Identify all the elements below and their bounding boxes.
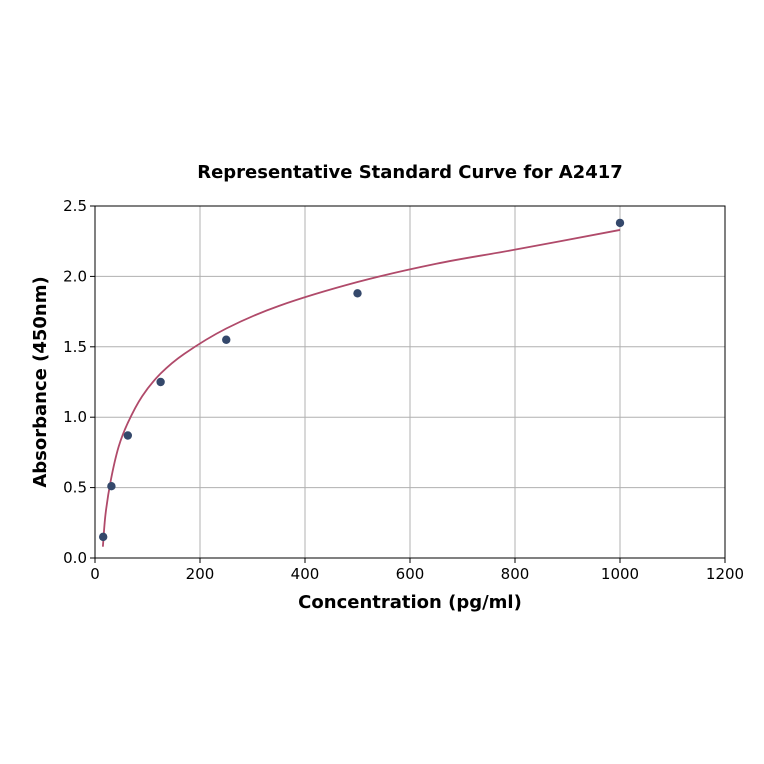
x-tick-label: 0 — [90, 565, 100, 583]
y-tick-label: 0.5 — [63, 479, 87, 497]
x-tick-label: 400 — [291, 565, 320, 583]
fit-curve-layer — [101, 229, 621, 547]
y-tick-label: 1.0 — [63, 408, 87, 426]
x-tick-label: 1200 — [706, 565, 744, 583]
data-point — [156, 377, 165, 387]
x-axis-title: Concentration (pg/ml) — [298, 592, 522, 613]
y-tick-label: 0.0 — [63, 549, 87, 567]
data-point — [98, 532, 108, 542]
y-tick-label: 2.0 — [63, 267, 87, 285]
x-tick-label: 600 — [396, 565, 425, 583]
data-points-layer — [98, 218, 625, 542]
data-point — [123, 431, 133, 440]
data-point — [107, 481, 116, 491]
x-tick-label: 200 — [186, 565, 215, 583]
y-tick-label: 1.5 — [63, 338, 87, 356]
data-point — [353, 289, 362, 298]
grid — [94, 205, 726, 559]
chart-title: Representative Standard Curve for A2417 — [197, 162, 623, 183]
y-tick-label: 2.5 — [63, 197, 87, 215]
y-axis-title: Absorbance (450nm) — [30, 276, 51, 487]
data-point — [615, 218, 625, 228]
x-tick-label: 1000 — [601, 565, 639, 583]
fit-curve — [101, 229, 621, 547]
axis-ticks: 0 200 400 600 800 1000 1200 0.0 0.5 1.0 1.5 2.0 2.5 — [63, 197, 744, 583]
data-point — [222, 335, 231, 344]
x-tick-label: 800 — [501, 565, 530, 583]
